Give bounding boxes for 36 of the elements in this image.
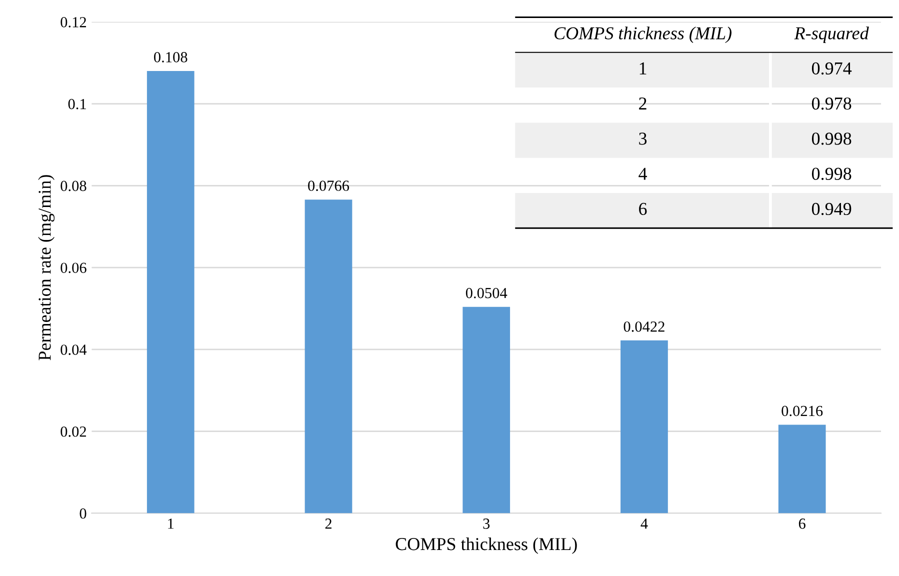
annotation: 2 (639, 98, 646, 110)
annotation: 3 (639, 132, 647, 145)
x-tick-label: 2 (325, 518, 332, 529)
y-tick-label: 0.06 (60, 262, 86, 274)
annotation: 0.974 (812, 62, 852, 75)
data-label: 0.0422 (624, 321, 664, 332)
y-tick-label: 0.08 (60, 180, 86, 192)
bar (462, 306, 510, 514)
data-label: 0.108 (154, 52, 188, 62)
y-axis-title: Permeation rate (mg/min) (38, 175, 55, 360)
x-tick-label: 1 (168, 518, 174, 529)
x-tick-label: 4 (640, 518, 648, 529)
bar (620, 340, 668, 514)
x-axis-title: COMPS thickness (MIL) (396, 537, 577, 554)
annotation: 0.949 (812, 202, 852, 216)
annotation: 0.998 (812, 132, 852, 145)
bar (304, 200, 352, 514)
data-label: 0.0504 (466, 288, 508, 298)
annotation: 6 (639, 202, 647, 216)
y-tick-label: 0.04 (60, 344, 87, 355)
x-tick-label: 6 (798, 518, 806, 529)
y-tick-label: 0 (80, 508, 86, 519)
y-tick-label: 0.1 (68, 98, 86, 110)
annotation: R-squared (794, 26, 869, 44)
annotation: 1 (640, 62, 646, 74)
data-label: 0.0766 (308, 180, 350, 191)
x-tick-label: 3 (483, 518, 490, 529)
bar (146, 71, 194, 514)
data-label: 0.0216 (782, 406, 823, 416)
bar (778, 424, 826, 514)
y-tick-label: 0.12 (60, 17, 86, 28)
annotation: COMPS thickness (MIL) (554, 26, 732, 44)
annotation: 4 (638, 168, 648, 180)
annotation: 0.978 (812, 97, 852, 110)
y-tick-label: 0.02 (60, 426, 86, 437)
annotation: 0.998 (812, 168, 852, 180)
